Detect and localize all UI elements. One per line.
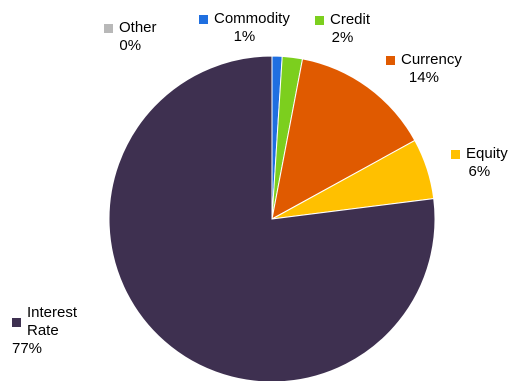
label-credit-name: Credit: [330, 11, 371, 28]
label-interest-rate-name: Interest Rate: [27, 304, 78, 339]
swatch-credit: [315, 15, 324, 25]
label-credit: Credit 2%: [315, 11, 370, 47]
label-interest-rate: Interest Rate 77%: [12, 304, 87, 358]
label-equity-name: Equity: [466, 145, 508, 162]
label-commodity: Commodity 1%: [199, 10, 290, 46]
swatch-other: [104, 23, 113, 33]
label-currency: Currency 14%: [386, 51, 462, 87]
label-credit-value: 2%: [331, 29, 354, 46]
label-other: Other 0%: [104, 19, 157, 55]
pie-slice-currency: [271, 58, 416, 220]
label-commodity-value: 1%: [233, 28, 256, 45]
label-interest-rate-value: 77%: [12, 340, 43, 357]
label-commodity-name: Commodity: [214, 10, 290, 27]
label-currency-value: 14%: [408, 69, 439, 86]
pie-slice-interest-rate: [108, 55, 436, 381]
swatch-commodity: [199, 14, 208, 24]
swatch-interest-rate: [12, 317, 21, 327]
label-other-name: Other: [119, 19, 157, 36]
swatch-currency: [386, 55, 395, 65]
label-other-value: 0%: [119, 37, 142, 54]
label-equity-value: 6%: [468, 163, 491, 180]
label-equity: Equity 6%: [451, 145, 508, 181]
label-currency-name: Currency: [401, 51, 462, 68]
swatch-equity: [451, 149, 460, 159]
